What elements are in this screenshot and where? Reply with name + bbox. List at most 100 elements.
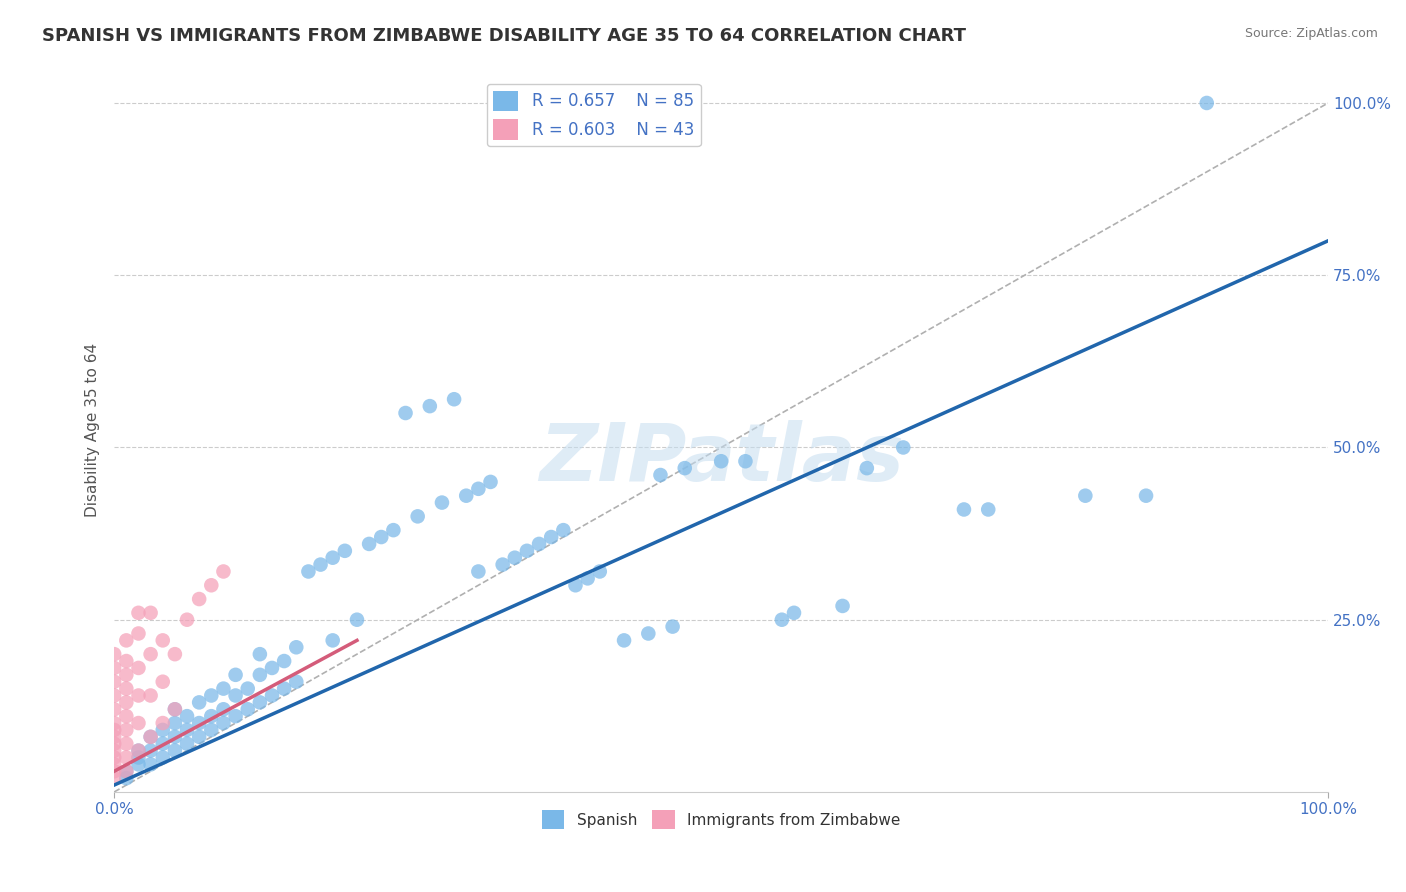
Point	[200, 689, 222, 703]
Point	[322, 550, 344, 565]
Point	[103, 689, 125, 703]
Point	[115, 764, 138, 779]
Point	[456, 489, 478, 503]
Point	[103, 730, 125, 744]
Point	[103, 764, 125, 779]
Point	[139, 647, 162, 661]
Point	[273, 654, 295, 668]
Point	[260, 661, 283, 675]
Point	[103, 716, 125, 731]
Point	[406, 509, 429, 524]
Point	[163, 647, 186, 661]
Point	[176, 723, 198, 737]
Point	[127, 716, 149, 731]
Point	[273, 681, 295, 696]
Point	[139, 730, 162, 744]
Point	[163, 716, 186, 731]
Point	[139, 730, 162, 744]
Point	[152, 750, 174, 764]
Point	[637, 626, 659, 640]
Point	[115, 681, 138, 696]
Point	[176, 737, 198, 751]
Point	[115, 633, 138, 648]
Point	[127, 750, 149, 764]
Point	[770, 613, 793, 627]
Point	[127, 757, 149, 772]
Point	[260, 689, 283, 703]
Point	[103, 661, 125, 675]
Point	[492, 558, 515, 572]
Point	[115, 668, 138, 682]
Point	[467, 482, 489, 496]
Point	[309, 558, 332, 572]
Point	[200, 578, 222, 592]
Point	[589, 565, 612, 579]
Point	[152, 737, 174, 751]
Point	[115, 764, 138, 779]
Point	[225, 668, 247, 682]
Point	[977, 502, 1000, 516]
Point	[710, 454, 733, 468]
Point	[176, 613, 198, 627]
Point	[115, 654, 138, 668]
Point	[540, 530, 562, 544]
Point	[516, 544, 538, 558]
Text: SPANISH VS IMMIGRANTS FROM ZIMBABWE DISABILITY AGE 35 TO 64 CORRELATION CHART: SPANISH VS IMMIGRANTS FROM ZIMBABWE DISA…	[42, 27, 966, 45]
Text: Source: ZipAtlas.com: Source: ZipAtlas.com	[1244, 27, 1378, 40]
Point	[163, 744, 186, 758]
Point	[127, 626, 149, 640]
Point	[734, 454, 756, 468]
Point	[127, 744, 149, 758]
Point	[346, 613, 368, 627]
Point	[188, 695, 211, 709]
Text: ZIPatlas: ZIPatlas	[538, 420, 904, 498]
Point	[479, 475, 502, 489]
Point	[139, 757, 162, 772]
Point	[1074, 489, 1097, 503]
Point	[831, 599, 853, 613]
Point	[115, 771, 138, 785]
Point	[127, 744, 149, 758]
Point	[212, 681, 235, 696]
Point	[370, 530, 392, 544]
Point	[188, 592, 211, 607]
Point	[467, 565, 489, 579]
Point	[297, 565, 319, 579]
Point	[188, 730, 211, 744]
Point	[115, 723, 138, 737]
Point	[1135, 489, 1157, 503]
Point	[115, 695, 138, 709]
Point	[419, 399, 441, 413]
Y-axis label: Disability Age 35 to 64: Disability Age 35 to 64	[86, 343, 100, 517]
Point	[115, 709, 138, 723]
Point	[103, 750, 125, 764]
Point	[236, 681, 259, 696]
Point	[127, 661, 149, 675]
Point	[176, 709, 198, 723]
Point	[152, 723, 174, 737]
Point	[212, 716, 235, 731]
Point	[553, 523, 575, 537]
Point	[163, 702, 186, 716]
Point	[163, 702, 186, 716]
Point	[382, 523, 405, 537]
Legend: Spanish, Immigrants from Zimbabwe: Spanish, Immigrants from Zimbabwe	[536, 804, 907, 835]
Point	[188, 716, 211, 731]
Point	[115, 750, 138, 764]
Point	[139, 744, 162, 758]
Point	[661, 619, 683, 633]
Point	[212, 565, 235, 579]
Point	[139, 606, 162, 620]
Point	[856, 461, 879, 475]
Point	[103, 702, 125, 716]
Point	[200, 723, 222, 737]
Point	[200, 709, 222, 723]
Point	[163, 730, 186, 744]
Point	[103, 737, 125, 751]
Point	[650, 468, 672, 483]
Point	[249, 647, 271, 661]
Point	[152, 716, 174, 731]
Point	[564, 578, 586, 592]
Point	[103, 723, 125, 737]
Point	[503, 550, 526, 565]
